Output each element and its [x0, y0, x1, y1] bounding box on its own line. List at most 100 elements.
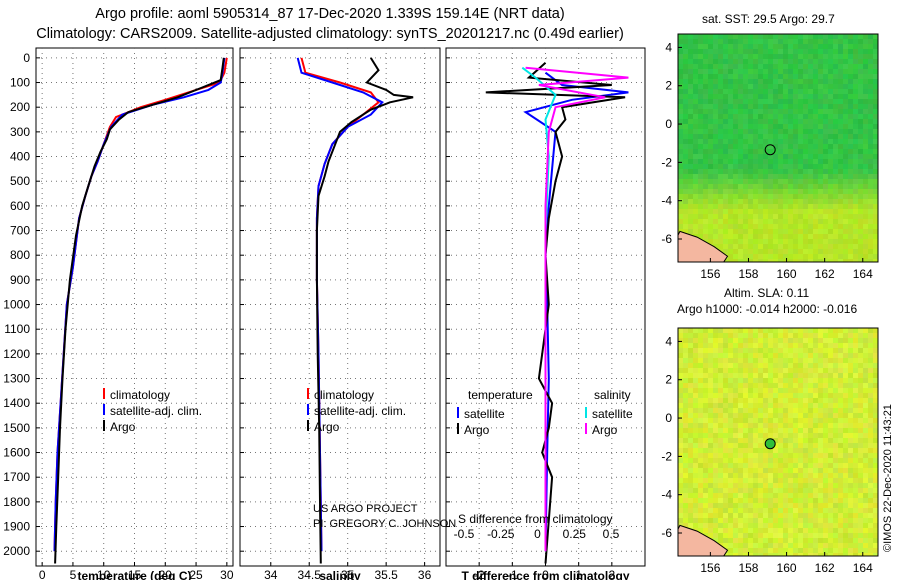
map-cell — [738, 159, 743, 164]
map-cell — [708, 468, 713, 473]
map-cell — [683, 59, 688, 64]
map-cell — [723, 204, 728, 209]
map-cell — [828, 144, 833, 149]
map-cell — [768, 189, 773, 194]
map-cell — [868, 453, 873, 458]
map-cell — [698, 214, 703, 219]
map-cell — [793, 443, 798, 448]
map-cell — [818, 124, 823, 129]
map-cell — [738, 84, 743, 89]
map-cell — [788, 109, 793, 114]
map-cell — [683, 189, 688, 194]
title-line-2: Climatology: CARS2009. Satellite-adjuste… — [36, 26, 624, 42]
map-cell — [733, 89, 738, 94]
map-cell — [728, 54, 733, 59]
map-cell — [783, 418, 788, 423]
map-cell — [723, 518, 728, 523]
map-cell — [833, 408, 838, 413]
map-cell — [758, 333, 763, 338]
map-cell — [783, 503, 788, 508]
map-cell — [788, 333, 793, 338]
map-cell — [863, 548, 868, 553]
map-cell — [778, 229, 783, 234]
map-cell — [753, 229, 758, 234]
map-cell — [793, 134, 798, 139]
map-cell — [858, 453, 863, 458]
map-cell — [828, 548, 833, 553]
map-cell — [803, 59, 808, 64]
map-cell — [763, 139, 768, 144]
map-cell — [803, 363, 808, 368]
map-cell — [758, 518, 763, 523]
map-cell — [743, 39, 748, 44]
map-cell — [743, 214, 748, 219]
map-cell — [808, 343, 813, 348]
map-cell — [773, 438, 778, 443]
map-cell — [843, 174, 848, 179]
map-cell — [713, 398, 718, 403]
map-cell — [733, 533, 738, 538]
map-cell — [753, 144, 758, 149]
map-cell — [708, 109, 713, 114]
map-cell — [773, 513, 778, 518]
map-cell — [823, 468, 828, 473]
map-cell — [828, 239, 833, 244]
map-cell — [733, 393, 738, 398]
map-cell — [773, 443, 778, 448]
map-cell — [818, 413, 823, 418]
map-cell — [848, 533, 853, 538]
map-cell — [718, 398, 723, 403]
map-cell — [743, 109, 748, 114]
map-cell — [728, 448, 733, 453]
map-cell — [868, 448, 873, 453]
map-cell — [853, 413, 858, 418]
map-cell — [703, 363, 708, 368]
map-cell — [803, 493, 808, 498]
map-cell — [798, 109, 803, 114]
map-cell — [698, 458, 703, 463]
map-cell — [848, 423, 853, 428]
map-cell — [843, 348, 848, 353]
map-cell — [798, 84, 803, 89]
map-cell — [843, 458, 848, 463]
map-cell — [873, 134, 878, 139]
map-cell — [773, 328, 778, 333]
map-cell — [793, 523, 798, 528]
map-cell — [728, 189, 733, 194]
map-cell — [868, 528, 873, 533]
map-cell — [713, 234, 718, 239]
map-cell — [768, 194, 773, 199]
map-cell — [838, 443, 843, 448]
map-x-tick-label: 158 — [738, 561, 758, 575]
map-cell — [723, 488, 728, 493]
map-cell — [743, 408, 748, 413]
map-cell — [738, 393, 743, 398]
map-cell — [743, 209, 748, 214]
map-cell — [783, 134, 788, 139]
map-cell — [868, 368, 873, 373]
s-tick-label: 0.5 — [603, 527, 620, 541]
map-cell — [758, 139, 763, 144]
map-cell — [863, 169, 868, 174]
map-cell — [793, 129, 798, 134]
map-cell — [868, 358, 873, 363]
map-cell — [868, 388, 873, 393]
map-cell — [823, 548, 828, 553]
map-cell — [818, 443, 823, 448]
map-cell — [788, 114, 793, 119]
depth-tick-label: 900 — [10, 273, 30, 287]
map-cell — [718, 69, 723, 74]
map-cell — [768, 109, 773, 114]
map-cell — [848, 393, 853, 398]
map-cell — [828, 488, 833, 493]
panel-frame-salinity — [239, 47, 441, 567]
map-cell — [713, 224, 718, 229]
map-cell — [748, 194, 753, 199]
map-cell — [703, 508, 708, 513]
map-cell — [763, 114, 768, 119]
map-cell — [763, 428, 768, 433]
map-cell — [853, 463, 858, 468]
x-tick-label: 2 — [608, 568, 615, 580]
map-cell — [828, 508, 833, 513]
map-cell — [773, 403, 778, 408]
